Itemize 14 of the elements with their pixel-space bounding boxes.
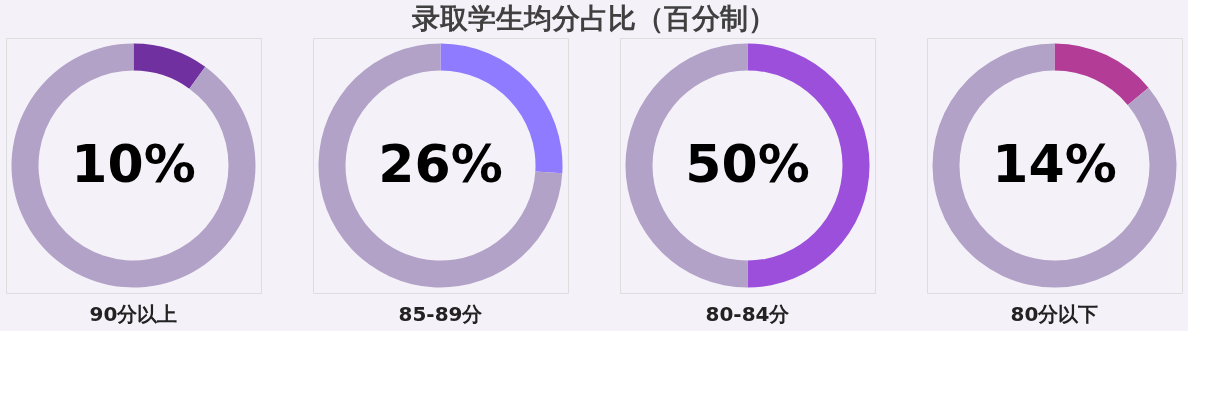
donut-slice bbox=[1054, 43, 1149, 105]
data-label: 26% bbox=[378, 133, 503, 194]
text: 90分以上 bbox=[89, 302, 178, 326]
donut-slice bbox=[932, 43, 1177, 288]
donut-slice bbox=[11, 43, 256, 288]
data-label: 14% bbox=[992, 133, 1117, 194]
data-label: 10% bbox=[71, 133, 196, 194]
text: 80分以下 bbox=[1010, 302, 1099, 326]
donut-slice bbox=[318, 43, 563, 288]
data-label: 50% bbox=[685, 133, 810, 194]
text: 录取学生均分占比（百分制） bbox=[411, 1, 776, 35]
text: 80-84分 bbox=[705, 302, 791, 326]
text: 85-89分 bbox=[398, 302, 484, 326]
donut-slice bbox=[133, 43, 206, 89]
